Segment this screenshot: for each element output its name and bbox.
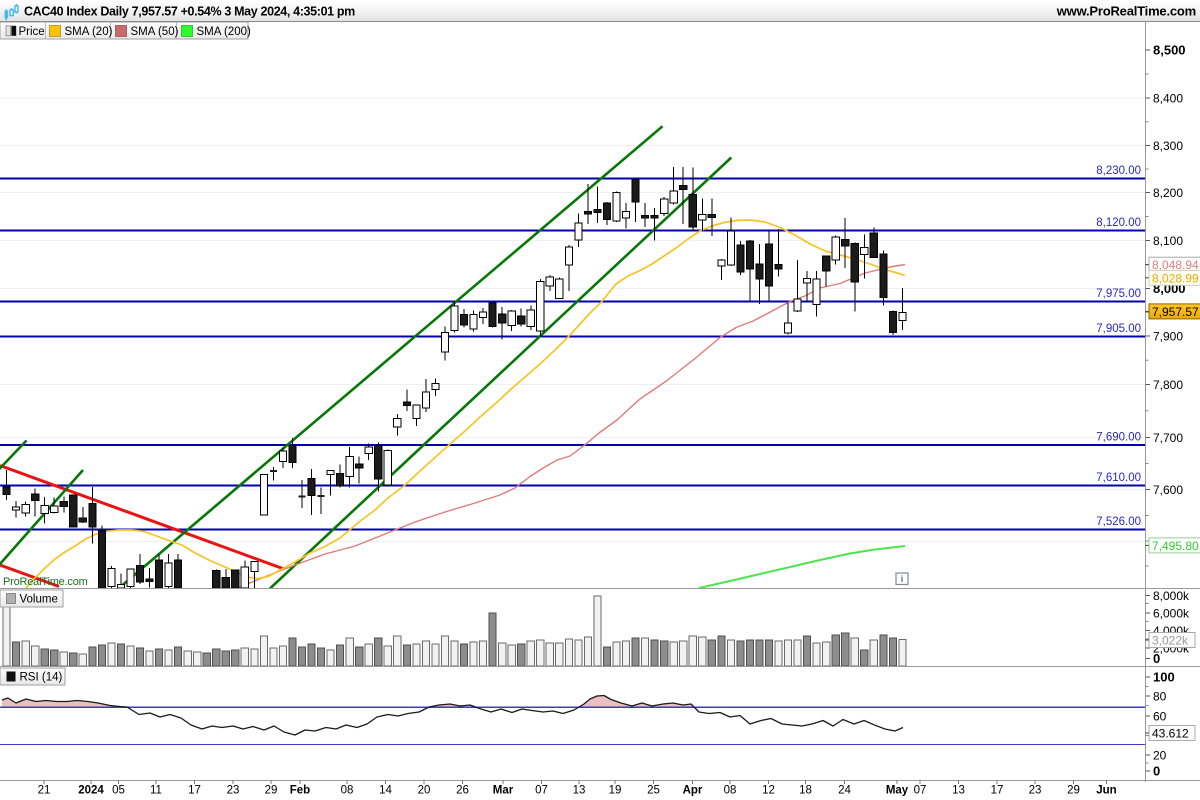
svg-text:20: 20 [418,785,431,797]
svg-text:CAC40 Index Daily 7,957.57 +0.: CAC40 Index Daily 7,957.57 +0.54% 3 May … [24,5,355,19]
svg-text:8,100: 8,100 [1153,234,1183,248]
svg-text:i: i [901,574,904,585]
svg-text:29: 29 [265,785,278,797]
svg-text:100: 100 [1153,670,1175,685]
svg-text:26: 26 [456,785,469,797]
svg-text:6,000k: 6,000k [1153,607,1190,621]
svg-text:13: 13 [952,785,965,797]
svg-text:7,800: 7,800 [1153,378,1183,392]
svg-text:May: May [886,785,909,797]
svg-text:80: 80 [1153,690,1167,704]
svg-text:0: 0 [1153,651,1160,666]
svg-text:Feb: Feb [290,785,310,797]
svg-text:www.ProRealTime.com: www.ProRealTime.com [1056,4,1196,19]
svg-text:13: 13 [573,785,586,797]
svg-text:14: 14 [379,785,392,797]
svg-text:17: 17 [991,785,1004,797]
svg-text:SMA (200): SMA (200) [197,26,251,38]
svg-text:7,526.00: 7,526.00 [1096,516,1141,528]
svg-text:20: 20 [1153,749,1167,763]
svg-text:08: 08 [341,785,354,797]
svg-text:7,700: 7,700 [1153,431,1183,445]
svg-text:29: 29 [1067,785,1080,797]
svg-text:7,610.00: 7,610.00 [1096,472,1141,484]
svg-text:17: 17 [188,785,201,797]
svg-text:8,230.00: 8,230.00 [1096,165,1141,177]
svg-text:7,957.57: 7,957.57 [1152,305,1199,319]
svg-text:Apr: Apr [683,785,703,797]
svg-text:7,600: 7,600 [1153,483,1183,497]
svg-text:7,690.00: 7,690.00 [1096,431,1141,443]
svg-text:25: 25 [647,785,660,797]
svg-text:Jun: Jun [1096,785,1116,797]
svg-text:8,000k: 8,000k [1153,589,1190,603]
svg-text:Volume: Volume [20,594,58,606]
svg-text:05: 05 [112,785,125,797]
svg-text:18: 18 [799,785,812,797]
svg-text:08: 08 [724,785,737,797]
svg-text:Price: Price [19,26,45,38]
svg-text:7,975.00: 7,975.00 [1096,288,1141,300]
svg-text:19: 19 [609,785,622,797]
svg-text:7,900: 7,900 [1153,330,1183,344]
svg-text:60: 60 [1153,710,1167,724]
svg-text:43.612: 43.612 [1152,727,1189,741]
svg-text:23: 23 [227,785,240,797]
svg-text:7,905.00: 7,905.00 [1096,323,1141,335]
svg-text:07: 07 [914,785,927,797]
svg-text:8,048.94: 8,048.94 [1152,258,1199,272]
svg-text:RSI (14): RSI (14) [20,672,63,684]
svg-text:8,028.99: 8,028.99 [1152,271,1199,285]
svg-text:2024: 2024 [78,785,104,797]
svg-text:8,120.00: 8,120.00 [1096,217,1141,229]
svg-text:7,495.80: 7,495.80 [1152,539,1199,553]
svg-text:SMA (20): SMA (20) [65,26,113,38]
svg-text:11: 11 [150,785,162,797]
svg-text:0: 0 [1153,764,1160,779]
svg-text:07: 07 [535,785,548,797]
svg-text:3,022k: 3,022k [1152,634,1189,648]
svg-text:SMA (50): SMA (50) [131,26,179,38]
svg-text:ProRealTime.com: ProRealTime.com [3,576,88,588]
svg-text:Mar: Mar [493,785,514,797]
svg-text:8,400: 8,400 [1153,92,1183,106]
svg-text:24: 24 [838,785,851,797]
svg-text:8,200: 8,200 [1153,186,1183,200]
svg-text:21: 21 [38,785,51,797]
svg-text:12: 12 [762,785,775,797]
svg-text:8,300: 8,300 [1153,139,1183,153]
svg-text:23: 23 [1029,785,1042,797]
svg-text:8,500: 8,500 [1153,43,1186,58]
